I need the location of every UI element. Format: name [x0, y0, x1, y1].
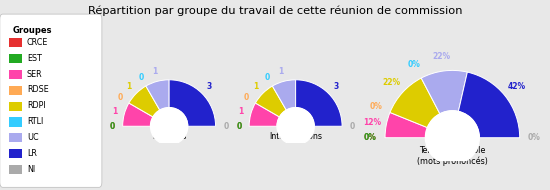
Wedge shape — [421, 70, 468, 114]
Bar — [9, 117, 22, 127]
Circle shape — [426, 111, 479, 165]
Text: 0: 0 — [244, 93, 249, 102]
Text: 0: 0 — [117, 93, 123, 102]
Bar — [9, 165, 22, 174]
Text: 0%: 0% — [408, 60, 421, 69]
FancyBboxPatch shape — [0, 14, 102, 187]
Bar — [9, 86, 22, 95]
Text: RDPI: RDPI — [27, 101, 46, 110]
Text: NI: NI — [27, 165, 35, 174]
Bar — [9, 54, 22, 63]
Text: Répartition par groupe du travail de cette réunion de commission: Répartition par groupe du travail de cet… — [88, 6, 462, 16]
Wedge shape — [458, 72, 520, 138]
Text: Temps de parole
(mots prononcés): Temps de parole (mots prononcés) — [417, 146, 488, 166]
Wedge shape — [296, 80, 342, 126]
Text: 3: 3 — [333, 82, 338, 91]
Text: 0: 0 — [110, 122, 115, 131]
Text: 0: 0 — [110, 122, 115, 131]
Wedge shape — [129, 86, 160, 117]
Text: 0: 0 — [223, 122, 228, 131]
Text: 22%: 22% — [382, 78, 400, 87]
Text: 0: 0 — [236, 122, 241, 131]
Text: 0: 0 — [236, 122, 241, 131]
Text: 0%: 0% — [528, 133, 541, 142]
Wedge shape — [249, 103, 279, 126]
Circle shape — [277, 108, 314, 145]
Text: 1: 1 — [253, 82, 258, 91]
Text: 1: 1 — [278, 67, 284, 76]
Text: RTLI: RTLI — [27, 117, 43, 126]
Text: 12%: 12% — [362, 118, 381, 127]
Circle shape — [151, 108, 188, 145]
Wedge shape — [390, 78, 440, 128]
Bar — [9, 133, 22, 142]
Wedge shape — [385, 112, 427, 138]
Text: SER: SER — [27, 70, 42, 79]
Text: 1: 1 — [126, 82, 131, 91]
Text: 0: 0 — [138, 73, 144, 82]
Text: 0: 0 — [350, 122, 355, 131]
Text: CRCE: CRCE — [27, 38, 48, 47]
Text: 3: 3 — [207, 82, 212, 91]
Text: RDSE: RDSE — [27, 86, 48, 94]
Text: 22%: 22% — [433, 52, 451, 61]
Text: 0%: 0% — [364, 133, 377, 142]
Bar — [9, 70, 22, 79]
Text: UC: UC — [27, 133, 38, 142]
Wedge shape — [123, 103, 153, 126]
Bar — [9, 149, 22, 158]
Text: Présents: Présents — [152, 132, 186, 141]
Text: 1: 1 — [152, 67, 157, 76]
Text: 1: 1 — [112, 107, 117, 116]
Wedge shape — [255, 86, 287, 117]
Text: EST: EST — [27, 54, 42, 63]
Text: 0%: 0% — [370, 102, 383, 111]
Text: Groupes: Groupes — [12, 25, 52, 35]
Wedge shape — [169, 80, 216, 126]
Text: Interventions: Interventions — [269, 132, 322, 141]
Bar — [9, 101, 22, 111]
Bar — [9, 38, 22, 47]
Wedge shape — [146, 80, 169, 110]
Wedge shape — [272, 80, 296, 110]
Text: 0: 0 — [265, 73, 270, 82]
Text: 1: 1 — [238, 107, 244, 116]
Text: 0%: 0% — [364, 133, 377, 142]
Text: LR: LR — [27, 149, 37, 158]
Text: 42%: 42% — [508, 82, 526, 91]
